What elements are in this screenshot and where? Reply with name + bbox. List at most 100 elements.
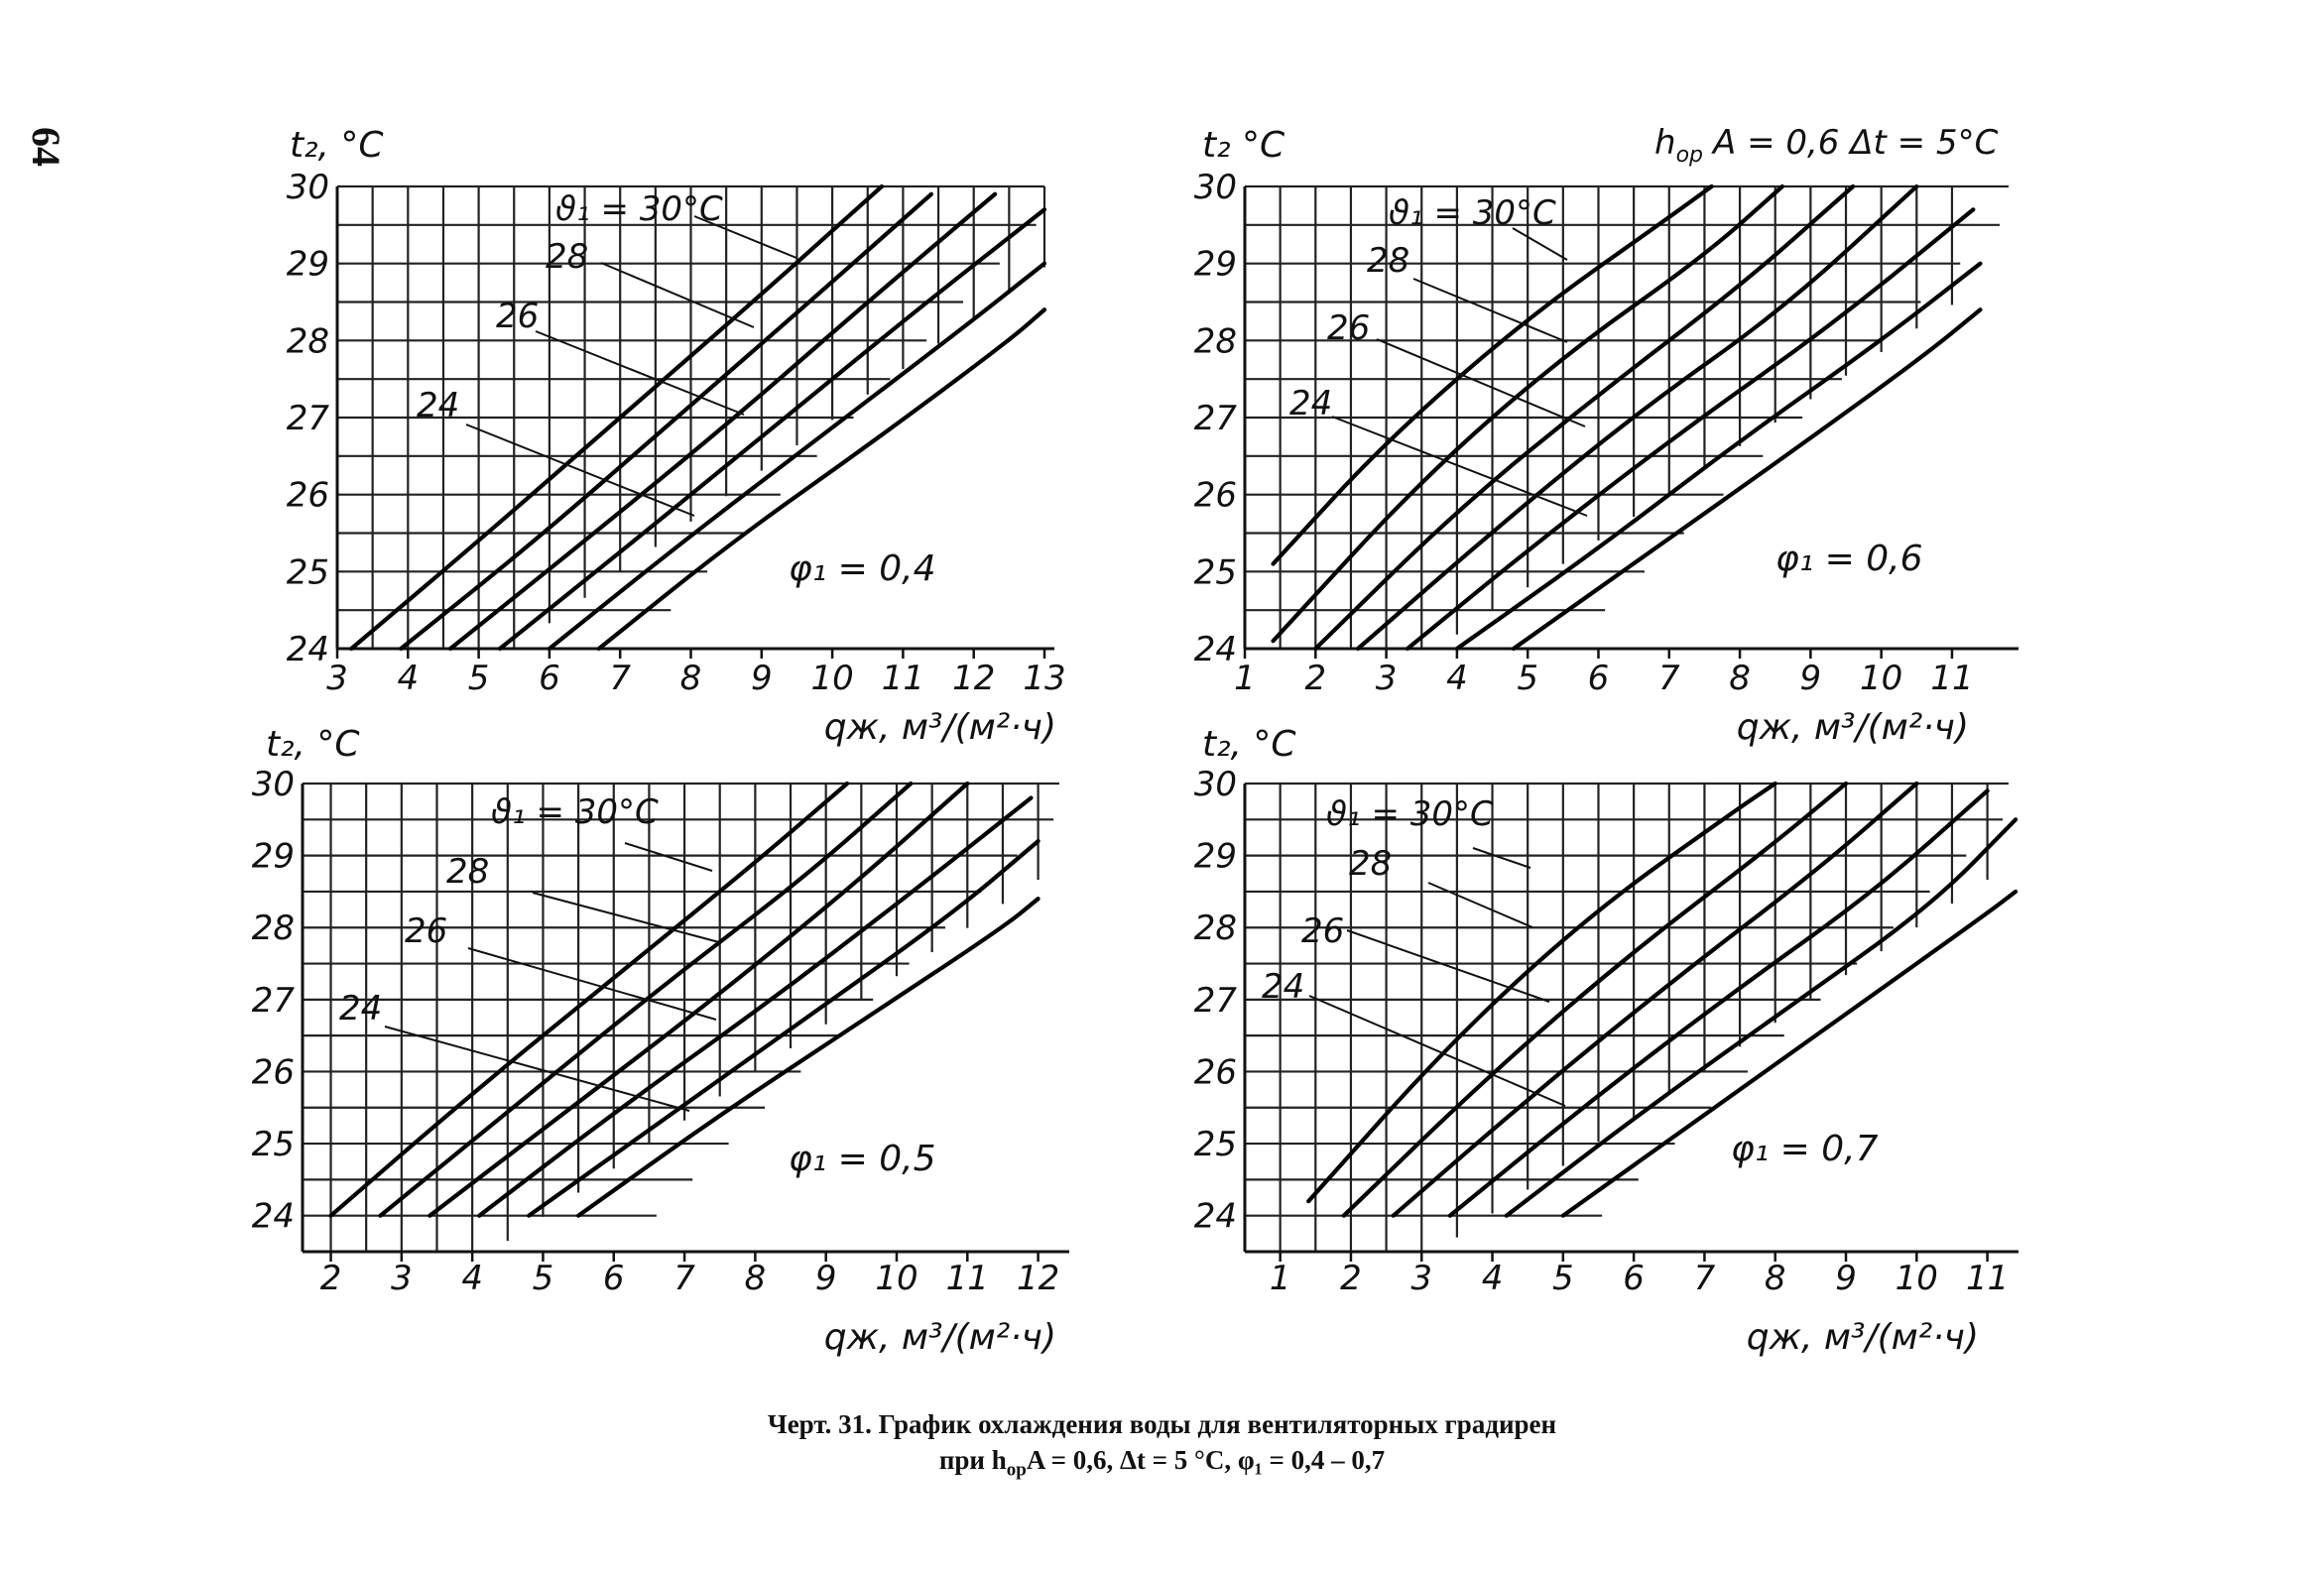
y-tick-label: 28 [287,321,329,361]
x-tick-label: 5 [1552,1259,1574,1298]
curve-4 [497,207,1047,652]
curve-2 [399,191,934,652]
x-tick-label: 5 [468,659,490,698]
x-tick-label: 6 [1588,659,1610,698]
x-tick-label: 8 [745,1259,767,1298]
y-tick-label: 24 [287,630,329,669]
y-tick-label: 26 [287,476,329,516]
x-tick-label: 12 [1017,1259,1059,1298]
curve-7 [1511,307,1983,652]
curve-4 [1355,183,1919,652]
y-tick-label: 30 [1194,765,1237,804]
x-tick-label: 11 [946,1259,989,1298]
x-tick-label: 7 [1694,1259,1716,1298]
leader-line [535,330,745,416]
curve-label: 26 [496,297,539,336]
y-tick-label: 29 [1194,245,1237,285]
curve-label: 26 [405,911,447,951]
x-tick-label: 7 [1658,659,1680,698]
x-tick-label: 7 [673,1259,695,1298]
phi-label: φ₁ = 0,5 [789,1139,935,1179]
x-tick-label: 8 [680,659,702,698]
y-tick-label: 28 [252,908,295,948]
x-tick-label: 8 [1765,1259,1786,1298]
y-tick-label: 24 [1194,1197,1237,1237]
curve-label: 26 [1327,308,1370,348]
y-axis-title: t₂, °C [1202,724,1296,765]
curve-6 [576,897,1040,1218]
curve-label: ϑ₁ = 30°C [1389,193,1556,233]
x-tick-label: 9 [1800,659,1822,698]
x-tick-label: 10 [1860,659,1902,698]
x-tick-label: 1 [1234,659,1256,698]
y-tick-label: 30 [287,168,329,207]
figure-caption: Черт. 31. График охлаждения воды для вен… [0,1406,2324,1488]
curve-label: 28 [1349,844,1392,884]
y-axis-title: t₂, °C [266,724,360,765]
leader-line [624,842,713,872]
curve-6 [596,307,1047,652]
y-tick-label: 29 [1194,837,1237,877]
x-tick-label: 4 [1446,659,1468,698]
leader-line [1331,416,1588,517]
curve-label: ϑ₁ = 30°C [1326,794,1494,834]
x-tick-label: 3 [326,659,348,698]
curve-2 [1271,183,1784,644]
x-tick-label: 11 [882,659,924,698]
y-tick-label: 27 [1194,399,1238,438]
caption-line-2-suffix: A = 0,6, Δt = 5 °C, φ₁ = 0,4 – 0,7 [1026,1445,1386,1475]
y-tick-label: 25 [1194,1125,1237,1164]
leader-line [465,424,695,517]
curve-4 [1447,788,1990,1218]
curve-label: 24 [1289,384,1332,424]
x-tick-label: 13 [1023,659,1065,698]
caption-line-1: Черт. 31. График охлаждения воды для вен… [767,1409,1557,1439]
y-tick-label: 25 [1194,552,1237,592]
curve-6 [1560,889,2018,1218]
x-tick-label: 3 [1376,659,1398,698]
header-parameter-rest: A = 0,6 Δt = 5°C [1711,123,1999,163]
x-tick-label: 4 [397,659,419,698]
x-tick-label: 9 [815,1259,837,1298]
curve-5 [1405,207,1976,652]
x-tick-label: 11 [1966,1259,2009,1298]
leader-line [532,892,720,943]
phi-label: φ₁ = 0,4 [789,548,935,589]
y-tick-label: 27 [1194,981,1238,1021]
x-axis-title: qж, м³/(м²·ч) [1747,1317,1979,1358]
y-tick-label: 27 [252,981,296,1021]
x-tick-label: 6 [539,659,560,698]
x-tick-label: 3 [391,1259,413,1298]
leader-line [1427,882,1533,928]
phi-label: φ₁ = 0,6 [1775,539,1922,579]
header-parameter-sub: ор [1676,143,1703,168]
y-tick-label: 25 [287,552,329,592]
x-axis-title: qж, м³/(м²·ч) [1737,707,1969,748]
leader-line [1376,338,1586,427]
curve-label: ϑ₁ = 30°C [491,792,659,832]
y-axis-title: t₂, °C [290,125,384,166]
y-tick-label: 29 [252,837,295,877]
x-tick-label: 1 [1270,1259,1291,1298]
curve-3 [447,191,998,652]
x-axis-title: qж, м³/(м²·ч) [824,1317,1056,1358]
x-tick-label: 4 [1482,1259,1504,1298]
y-tick-label: 30 [1194,168,1237,207]
curve-6 [1454,261,1983,652]
y-tick-label: 27 [287,399,330,438]
leader-line [600,262,755,328]
curve-label: 28 [1367,241,1409,281]
x-tick-label: 2 [1340,1259,1362,1298]
curve-label: 24 [417,386,459,425]
x-tick-label: 9 [1835,1259,1857,1298]
y-tick-label: 26 [1194,1052,1237,1092]
curve-label: 24 [339,989,382,1029]
caption-line-2-sub: ор [1006,1459,1027,1481]
y-tick-label: 26 [1194,476,1237,516]
caption-line-2: при hорA = 0,6, Δt = 5 °C, φ₁ = 0,4 – 0,… [0,1442,2324,1488]
curve-2 [378,781,914,1218]
